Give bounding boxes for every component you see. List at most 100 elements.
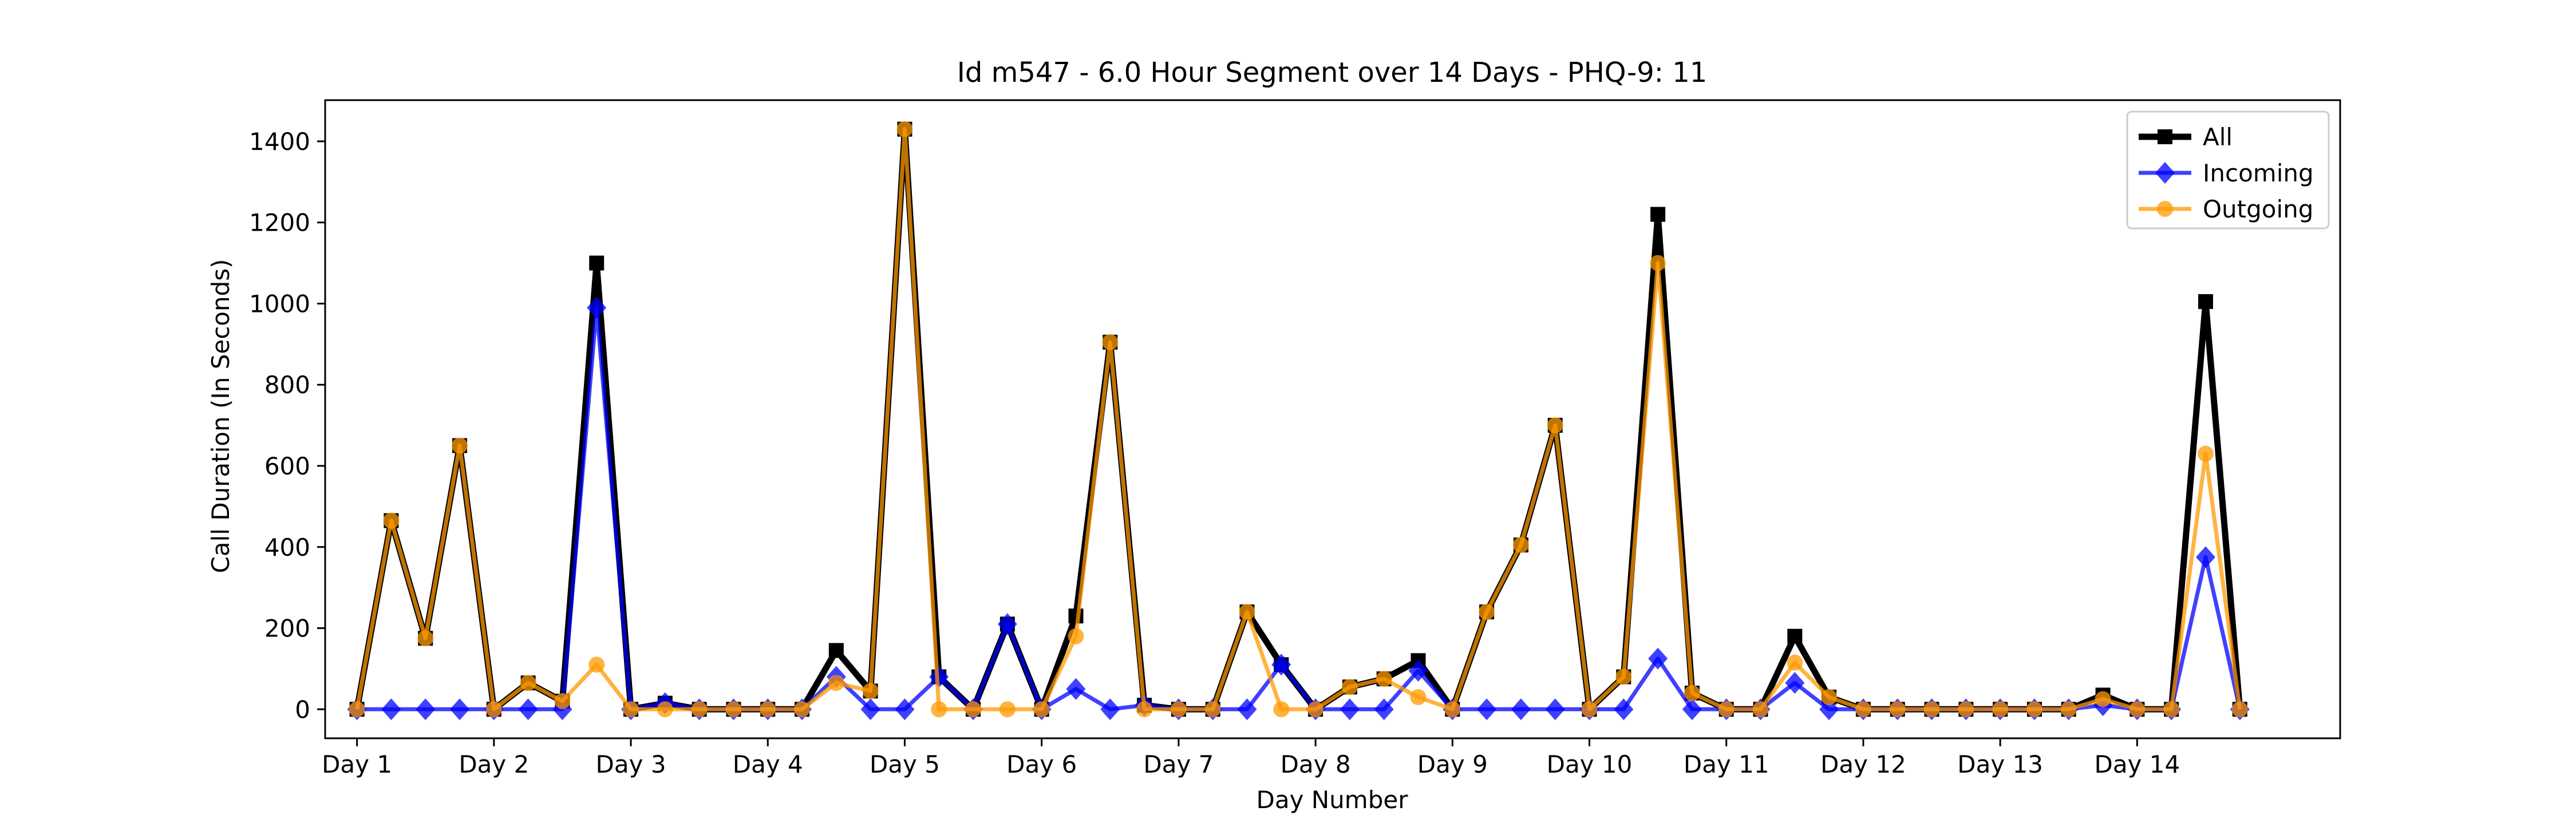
data-point-incoming: [1614, 698, 1634, 721]
data-point-incoming: [1100, 698, 1120, 721]
data-point-outgoing: [1889, 701, 1906, 718]
data-point-all: [1787, 628, 1803, 644]
data-point-outgoing: [1923, 701, 1940, 718]
data-point-outgoing: [349, 701, 365, 718]
data-point-incoming: [1785, 672, 1805, 694]
data-point-outgoing: [2060, 701, 2077, 718]
data-point-outgoing: [623, 701, 639, 718]
x-tick-label: Day 12: [1820, 750, 1906, 778]
data-point-incoming: [1819, 698, 1839, 721]
x-tick-label: Day 3: [596, 750, 666, 778]
data-point-incoming: [1682, 698, 1702, 721]
data-point-outgoing: [1650, 255, 1666, 271]
data-point-outgoing: [657, 701, 673, 718]
data-point-outgoing: [1341, 679, 1358, 695]
data-point-outgoing: [1204, 701, 1221, 718]
legend-label-outgoing: Outgoing: [2203, 195, 2313, 223]
data-point-incoming: [860, 698, 880, 721]
data-point-outgoing: [1581, 701, 1598, 718]
x-tick-label: Day 14: [2095, 750, 2180, 778]
data-point-outgoing: [1444, 701, 1461, 718]
data-point-outgoing: [1547, 417, 1563, 434]
x-tick-label: Day 1: [322, 750, 392, 778]
data-point-outgoing: [1376, 671, 1392, 687]
legend-label-incoming: Incoming: [2203, 159, 2314, 187]
data-point-incoming: [1477, 698, 1497, 721]
data-point-incoming: [1374, 698, 1394, 721]
data-point-outgoing: [965, 701, 982, 718]
data-point-outgoing: [1752, 701, 1769, 718]
data-point-incoming: [1648, 647, 1668, 670]
data-point-outgoing: [452, 437, 468, 454]
data-point-outgoing: [2231, 701, 2248, 718]
data-point-outgoing: [1307, 701, 1324, 718]
data-point-outgoing: [1821, 689, 1838, 706]
data-point-outgoing: [1102, 334, 1119, 350]
data-point-outgoing: [1512, 537, 1529, 553]
data-point-outgoing: [2163, 701, 2180, 718]
data-point-outgoing: [588, 656, 605, 673]
x-tick-label: Day 2: [459, 750, 529, 778]
data-point-incoming: [1237, 698, 1257, 721]
series-outgoing: [349, 121, 2248, 718]
x-tick-label: Day 6: [1006, 750, 1077, 778]
x-tick-label: Day 7: [1143, 750, 1214, 778]
data-point-outgoing: [931, 701, 947, 718]
y-tick-label: 1400: [249, 128, 310, 156]
y-tick-label: 800: [264, 371, 310, 399]
y-tick-label: 1200: [249, 209, 310, 237]
data-point-outgoing: [1684, 684, 1700, 701]
data-point-incoming: [1545, 698, 1565, 721]
data-point-outgoing: [828, 675, 844, 691]
axes-frame: [324, 99, 2341, 739]
y-tick-label: 600: [264, 452, 310, 480]
data-point-outgoing: [725, 701, 742, 718]
data-point-outgoing: [520, 675, 536, 691]
data-point-outgoing: [1855, 701, 1871, 718]
x-tick-label: Day 13: [1957, 750, 2043, 778]
data-point-outgoing: [862, 683, 879, 699]
legend-box: [2126, 110, 2330, 229]
data-point-outgoing: [1033, 701, 1050, 718]
data-point-outgoing: [1718, 701, 1735, 718]
data-point-outgoing: [1273, 701, 1290, 718]
legend-marker-outgoing: [2157, 201, 2173, 217]
data-point-outgoing: [794, 701, 811, 718]
data-point-incoming: [1271, 654, 1291, 676]
x-tick-label: Day 10: [1547, 750, 1633, 778]
data-point-outgoing: [383, 512, 400, 529]
x-tick-label: Day 11: [1684, 750, 1769, 778]
data-point-incoming: [1340, 698, 1360, 721]
data-point-outgoing: [485, 701, 502, 718]
data-point-outgoing: [1479, 604, 1495, 620]
data-point-outgoing: [1958, 701, 1974, 718]
data-point-incoming: [587, 296, 607, 319]
data-point-outgoing: [2026, 701, 2042, 718]
data-point-incoming: [2195, 546, 2215, 568]
x-tick-label: Day 9: [1417, 750, 1488, 778]
x-tick-label: Day 4: [733, 750, 803, 778]
y-axis-label: Call Duration (In Seconds): [207, 259, 235, 573]
data-point-outgoing: [1136, 701, 1153, 718]
plot-area: 0 200 400 600 800 1000 1200 1400 Day 1 Day 2 Day 3…: [249, 99, 2341, 778]
data-point-incoming: [895, 698, 915, 721]
data-point-all: [828, 643, 844, 658]
data-point-outgoing: [554, 693, 571, 710]
data-point-outgoing: [999, 701, 1016, 718]
chart-title: Id m547 - 6.0 Hour Segment over 14 Days …: [957, 57, 1708, 89]
data-point-incoming: [450, 698, 470, 721]
data-point-outgoing: [1239, 604, 1255, 620]
data-point-incoming: [1511, 698, 1531, 721]
data-point-outgoing: [1410, 689, 1427, 706]
x-tick-label: Day 5: [870, 750, 940, 778]
data-point-outgoing: [2095, 691, 2111, 707]
data-point-all: [589, 255, 605, 271]
data-point-all: [2198, 294, 2213, 309]
data-point-outgoing: [1615, 668, 1632, 685]
data-point-incoming: [997, 613, 1017, 635]
data-point-incoming: [518, 698, 538, 721]
y-tick-label: 200: [264, 615, 310, 643]
x-tick-label: Day 8: [1281, 750, 1351, 778]
y-tick-label: 0: [295, 695, 310, 723]
